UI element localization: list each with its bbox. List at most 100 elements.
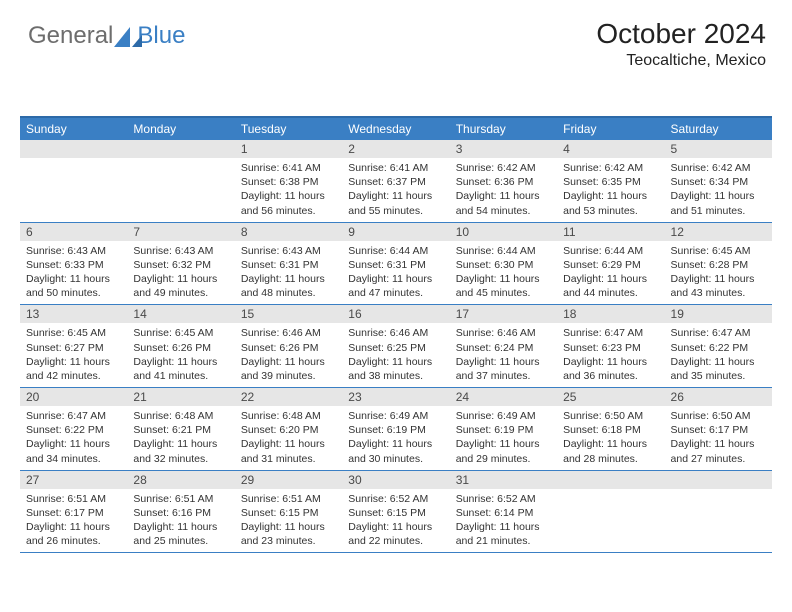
sunrise-line: Sunrise: 6:46 AM bbox=[456, 326, 551, 340]
daylight-line-2: and 25 minutes. bbox=[133, 534, 228, 548]
daylight-line-2: and 47 minutes. bbox=[348, 286, 443, 300]
daylight-line-1: Daylight: 11 hours bbox=[563, 272, 658, 286]
calendar-cell: 8Sunrise: 6:43 AMSunset: 6:31 PMDaylight… bbox=[235, 222, 342, 305]
day-number-empty bbox=[557, 471, 664, 489]
daylight-line-2: and 53 minutes. bbox=[563, 204, 658, 218]
day-number: 7 bbox=[127, 223, 234, 241]
daylight-line-1: Daylight: 11 hours bbox=[671, 355, 766, 369]
daylight-line-2: and 54 minutes. bbox=[456, 204, 551, 218]
sunset-line: Sunset: 6:35 PM bbox=[563, 175, 658, 189]
daylight-line-2: and 36 minutes. bbox=[563, 369, 658, 383]
calendar-cell: 15Sunrise: 6:46 AMSunset: 6:26 PMDayligh… bbox=[235, 305, 342, 388]
daylight-line-2: and 49 minutes. bbox=[133, 286, 228, 300]
daylight-line-1: Daylight: 11 hours bbox=[348, 272, 443, 286]
daylight-line-1: Daylight: 11 hours bbox=[241, 520, 336, 534]
daylight-line-2: and 34 minutes. bbox=[26, 452, 121, 466]
daylight-line-1: Daylight: 11 hours bbox=[133, 520, 228, 534]
day-number: 22 bbox=[235, 388, 342, 406]
calendar-week-row: 27Sunrise: 6:51 AMSunset: 6:17 PMDayligh… bbox=[20, 470, 772, 553]
daylight-line-1: Daylight: 11 hours bbox=[241, 272, 336, 286]
sunset-line: Sunset: 6:34 PM bbox=[671, 175, 766, 189]
day-number: 4 bbox=[557, 140, 664, 158]
sunrise-line: Sunrise: 6:43 AM bbox=[26, 244, 121, 258]
day-details: Sunrise: 6:46 AMSunset: 6:26 PMDaylight:… bbox=[235, 323, 342, 387]
sunset-line: Sunset: 6:36 PM bbox=[456, 175, 551, 189]
sunset-line: Sunset: 6:28 PM bbox=[671, 258, 766, 272]
day-details: Sunrise: 6:52 AMSunset: 6:14 PMDaylight:… bbox=[450, 489, 557, 553]
calendar-cell: 30Sunrise: 6:52 AMSunset: 6:15 PMDayligh… bbox=[342, 470, 449, 553]
day-details: Sunrise: 6:42 AMSunset: 6:36 PMDaylight:… bbox=[450, 158, 557, 222]
sunset-line: Sunset: 6:26 PM bbox=[133, 341, 228, 355]
daylight-line-2: and 41 minutes. bbox=[133, 369, 228, 383]
daylight-line-2: and 32 minutes. bbox=[133, 452, 228, 466]
calendar-cell: 14Sunrise: 6:45 AMSunset: 6:26 PMDayligh… bbox=[127, 305, 234, 388]
sunset-line: Sunset: 6:31 PM bbox=[241, 258, 336, 272]
day-details: Sunrise: 6:43 AMSunset: 6:32 PMDaylight:… bbox=[127, 241, 234, 305]
weekday-header: Thursday bbox=[450, 117, 557, 140]
day-number: 17 bbox=[450, 305, 557, 323]
weekday-header: Friday bbox=[557, 117, 664, 140]
sunset-line: Sunset: 6:27 PM bbox=[26, 341, 121, 355]
day-number: 5 bbox=[665, 140, 772, 158]
day-number: 19 bbox=[665, 305, 772, 323]
sunset-line: Sunset: 6:32 PM bbox=[133, 258, 228, 272]
day-number: 31 bbox=[450, 471, 557, 489]
daylight-line-2: and 38 minutes. bbox=[348, 369, 443, 383]
sunset-line: Sunset: 6:24 PM bbox=[456, 341, 551, 355]
daylight-line-1: Daylight: 11 hours bbox=[26, 520, 121, 534]
day-details: Sunrise: 6:48 AMSunset: 6:21 PMDaylight:… bbox=[127, 406, 234, 470]
sunrise-line: Sunrise: 6:41 AM bbox=[348, 161, 443, 175]
daylight-line-2: and 31 minutes. bbox=[241, 452, 336, 466]
calendar-cell: 12Sunrise: 6:45 AMSunset: 6:28 PMDayligh… bbox=[665, 222, 772, 305]
daylight-line-2: and 50 minutes. bbox=[26, 286, 121, 300]
daylight-line-2: and 21 minutes. bbox=[456, 534, 551, 548]
location: Teocaltiche, Mexico bbox=[20, 52, 766, 70]
day-details: Sunrise: 6:42 AMSunset: 6:34 PMDaylight:… bbox=[665, 158, 772, 222]
weekday-header: Sunday bbox=[20, 117, 127, 140]
day-number-empty bbox=[127, 140, 234, 158]
daylight-line-1: Daylight: 11 hours bbox=[671, 272, 766, 286]
sunset-line: Sunset: 6:17 PM bbox=[671, 423, 766, 437]
day-details: Sunrise: 6:49 AMSunset: 6:19 PMDaylight:… bbox=[342, 406, 449, 470]
weekday-header: Saturday bbox=[665, 117, 772, 140]
day-details: Sunrise: 6:51 AMSunset: 6:17 PMDaylight:… bbox=[20, 489, 127, 553]
daylight-line-2: and 22 minutes. bbox=[348, 534, 443, 548]
sunset-line: Sunset: 6:15 PM bbox=[241, 506, 336, 520]
daylight-line-1: Daylight: 11 hours bbox=[348, 355, 443, 369]
day-details: Sunrise: 6:49 AMSunset: 6:19 PMDaylight:… bbox=[450, 406, 557, 470]
day-number: 13 bbox=[20, 305, 127, 323]
weekday-header: Wednesday bbox=[342, 117, 449, 140]
sunrise-line: Sunrise: 6:45 AM bbox=[671, 244, 766, 258]
sunrise-line: Sunrise: 6:44 AM bbox=[563, 244, 658, 258]
sunrise-line: Sunrise: 6:46 AM bbox=[241, 326, 336, 340]
sunrise-line: Sunrise: 6:48 AM bbox=[241, 409, 336, 423]
day-number: 30 bbox=[342, 471, 449, 489]
day-details: Sunrise: 6:45 AMSunset: 6:26 PMDaylight:… bbox=[127, 323, 234, 387]
sunset-line: Sunset: 6:18 PM bbox=[563, 423, 658, 437]
daylight-line-2: and 30 minutes. bbox=[348, 452, 443, 466]
daylight-line-1: Daylight: 11 hours bbox=[26, 272, 121, 286]
calendar-cell: 7Sunrise: 6:43 AMSunset: 6:32 PMDaylight… bbox=[127, 222, 234, 305]
calendar-cell: 24Sunrise: 6:49 AMSunset: 6:19 PMDayligh… bbox=[450, 388, 557, 471]
sunrise-line: Sunrise: 6:44 AM bbox=[348, 244, 443, 258]
day-number: 11 bbox=[557, 223, 664, 241]
sunrise-line: Sunrise: 6:45 AM bbox=[133, 326, 228, 340]
day-number: 6 bbox=[20, 223, 127, 241]
sunrise-line: Sunrise: 6:51 AM bbox=[133, 492, 228, 506]
calendar-cell: 11Sunrise: 6:44 AMSunset: 6:29 PMDayligh… bbox=[557, 222, 664, 305]
day-details: Sunrise: 6:47 AMSunset: 6:22 PMDaylight:… bbox=[665, 323, 772, 387]
daylight-line-2: and 45 minutes. bbox=[456, 286, 551, 300]
calendar-cell: 3Sunrise: 6:42 AMSunset: 6:36 PMDaylight… bbox=[450, 140, 557, 222]
daylight-line-2: and 28 minutes. bbox=[563, 452, 658, 466]
daylight-line-2: and 55 minutes. bbox=[348, 204, 443, 218]
day-details: Sunrise: 6:41 AMSunset: 6:37 PMDaylight:… bbox=[342, 158, 449, 222]
sunset-line: Sunset: 6:17 PM bbox=[26, 506, 121, 520]
page: General Blue October 2024 Teocaltiche, M… bbox=[0, 0, 792, 612]
sunset-line: Sunset: 6:20 PM bbox=[241, 423, 336, 437]
calendar-cell: 23Sunrise: 6:49 AMSunset: 6:19 PMDayligh… bbox=[342, 388, 449, 471]
logo-text-general: General bbox=[28, 22, 113, 50]
daylight-line-1: Daylight: 11 hours bbox=[456, 355, 551, 369]
calendar-cell: 29Sunrise: 6:51 AMSunset: 6:15 PMDayligh… bbox=[235, 470, 342, 553]
daylight-line-1: Daylight: 11 hours bbox=[456, 520, 551, 534]
sunrise-line: Sunrise: 6:47 AM bbox=[671, 326, 766, 340]
